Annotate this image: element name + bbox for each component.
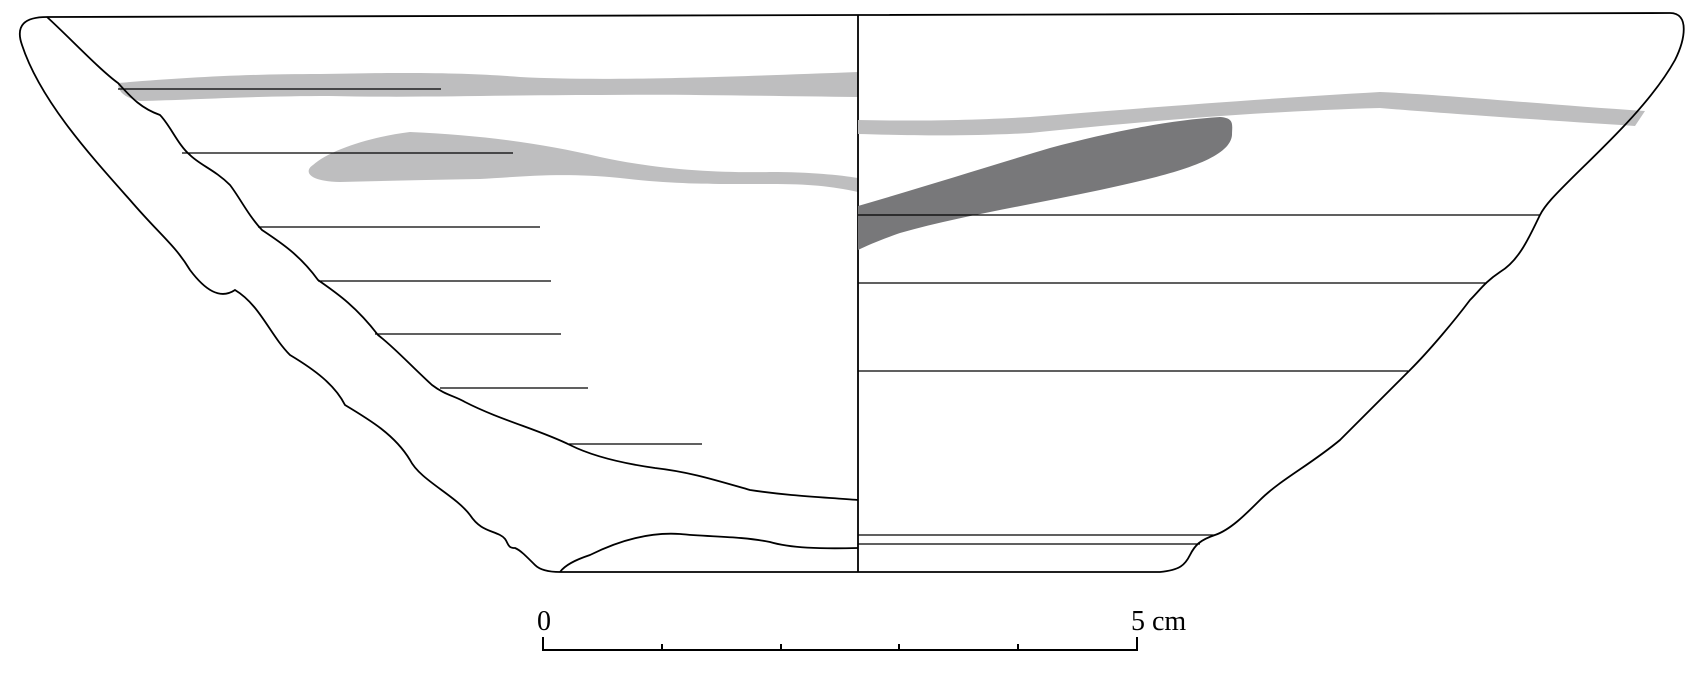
section-outer-profile	[18, 16, 561, 573]
scale-bar: 0 5 cm	[537, 606, 1186, 651]
exterior-dark-band	[858, 117, 1233, 250]
scale-bar-start-label: 0	[537, 606, 551, 637]
interior-slip-band-upper	[118, 72, 858, 101]
section-inner-profile	[46, 16, 859, 501]
bowl-section-half	[18, 14, 859, 573]
scale-bar-end-label: 5 cm	[1131, 606, 1186, 637]
exterior-band-lines	[858, 214, 1540, 545]
exterior-outer-profile	[857, 12, 1685, 573]
exterior-slip-band	[858, 92, 1645, 136]
bowl-exterior-half	[857, 12, 1685, 573]
section-foot-profile	[559, 532, 859, 573]
interior-slip-band-lower	[308, 132, 858, 192]
interior-ridge-lines	[118, 88, 702, 445]
rim-line-left	[46, 14, 859, 18]
